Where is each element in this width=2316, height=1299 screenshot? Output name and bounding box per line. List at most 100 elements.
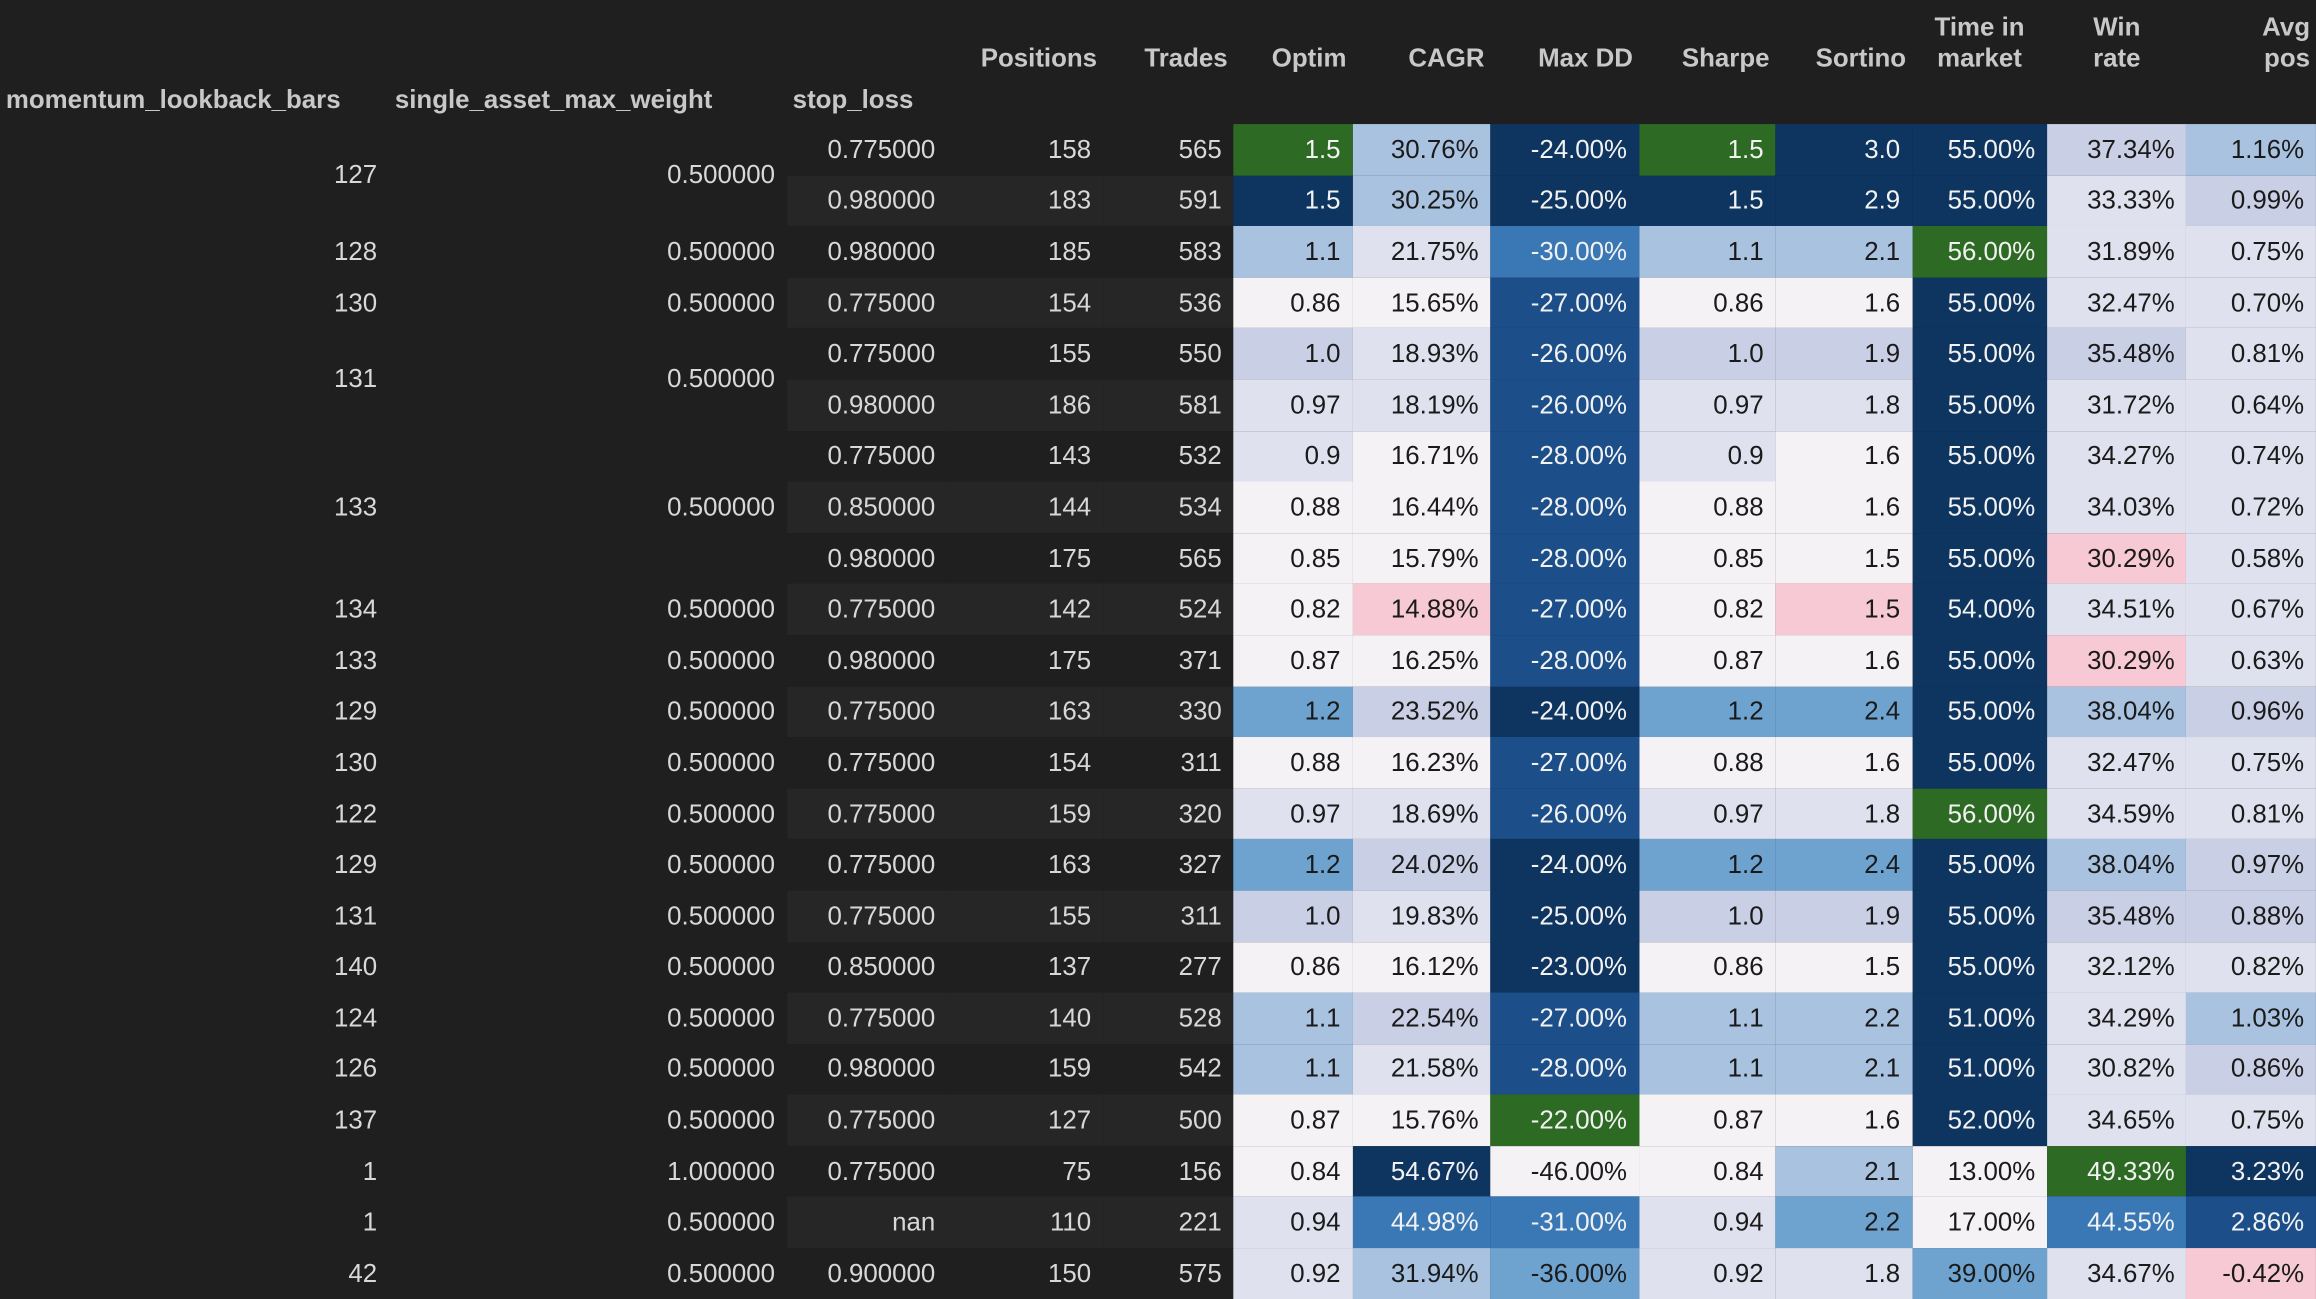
index-single-asset-max-weight: 0.500000	[388, 1043, 787, 1095]
index-stop-loss: 0.850000	[786, 941, 948, 993]
cell-sortino: 3.0	[1775, 124, 1912, 176]
column-header-cagr[interactable]: CAGR	[1408, 42, 1485, 73]
index-header-row: momentum_lookback_bars single_asset_max_…	[0, 74, 2316, 124]
cell-cagr: 16.23%	[1352, 737, 1491, 789]
table-row: 1 0.500000 nan 110 221 0.94 44.98% -31.00% 0.94 2…	[0, 1197, 2316, 1249]
index-momentum-lookback-bars: 126	[0, 1043, 389, 1095]
column-header-trades[interactable]: Trades	[1144, 42, 1228, 73]
index-stop-loss: 0.900000	[786, 1248, 948, 1299]
cell-cagr: 15.76%	[1352, 1094, 1491, 1146]
cell-trades: 583	[1102, 226, 1234, 278]
cell-sortino: 1.6	[1775, 635, 1912, 687]
cell-max-dd: -30.00%	[1490, 226, 1639, 278]
cell-avg-pos: 0.75%	[2186, 226, 2316, 278]
index-header-stop-loss[interactable]: stop_loss	[792, 83, 914, 113]
column-header-sortino[interactable]: Sortino	[1815, 42, 1907, 73]
cell-trades: 528	[1102, 992, 1234, 1044]
cell-sortino: 1.6	[1775, 1094, 1912, 1146]
cell-cagr: 15.65%	[1352, 277, 1491, 329]
table-row: 130 0.500000 0.775000 154 311 0.88 16.23% -27.0…	[0, 737, 2316, 789]
cell-win-rate: 32.12%	[2047, 941, 2187, 993]
table-row: 0.980000 186 581 0.97 18.19% -26.00% 0.97 1.8 55…	[0, 379, 2316, 431]
cell-trades: 575	[1102, 1248, 1234, 1299]
cell-win-rate: 35.48%	[2047, 890, 2187, 942]
index-stop-loss: 0.775000	[786, 328, 948, 380]
cell-positions: 150	[947, 1248, 1103, 1299]
cell-positions: 143	[947, 430, 1103, 482]
cell-trades: 581	[1102, 379, 1234, 431]
table-row: 134 0.500000 0.775000 142 524 0.82 14.88% -27.0…	[0, 583, 2316, 636]
cell-avg-pos: 3.23%	[2186, 1145, 2316, 1198]
cell-optim: 0.87	[1233, 1094, 1353, 1146]
index-stop-loss: 0.980000	[786, 175, 948, 227]
cell-positions: 185	[947, 226, 1103, 278]
table-row: 133 0.500000 0.980000 175 371 0.87 16.25% -28.0…	[0, 635, 2316, 687]
cell-cagr: 16.25%	[1352, 635, 1491, 687]
cell-sharpe: 1.0	[1638, 890, 1776, 942]
cell-cagr: 24.02%	[1352, 839, 1491, 891]
index-momentum-lookback-bars: 133	[0, 635, 389, 687]
index-single-asset-max-weight: 0.500000	[388, 788, 787, 840]
cell-positions: 159	[947, 1043, 1103, 1095]
cell-sharpe: 0.86	[1638, 941, 1776, 993]
cell-avg-pos: 0.64%	[2186, 379, 2316, 431]
column-header-positions[interactable]: Positions	[980, 42, 1098, 73]
index-single-asset-max-weight: 0.500000	[388, 277, 787, 329]
cell-win-rate: 31.72%	[2047, 379, 2187, 431]
cell-sortino: 1.8	[1775, 788, 1912, 840]
cell-positions: 154	[947, 277, 1103, 329]
index-stop-loss: 0.980000	[786, 635, 948, 687]
cell-avg-pos: 0.82%	[2186, 941, 2316, 993]
cell-max-dd: -24.00%	[1490, 686, 1639, 738]
column-header-max-dd[interactable]: Max DD	[1538, 42, 1633, 73]
cell-optim: 1.1	[1233, 226, 1353, 278]
cell-optim: 0.82	[1233, 583, 1353, 636]
column-header-sharpe[interactable]: Sharpe	[1681, 42, 1770, 73]
column-header-optim[interactable]: Optim	[1271, 42, 1347, 73]
cell-sharpe: 1.2	[1638, 686, 1776, 738]
cell-win-rate: 38.04%	[2047, 839, 2187, 891]
index-single-asset-max-weight: 0.500000	[388, 1094, 787, 1146]
cell-avg-pos: 0.96%	[2186, 686, 2316, 738]
cell-max-dd: -22.00%	[1490, 1094, 1639, 1146]
cell-trades: 565	[1102, 532, 1234, 584]
cell-sortino: 1.9	[1775, 328, 1912, 380]
cell-sortino: 1.8	[1775, 1248, 1912, 1299]
cell-sortino: 2.1	[1775, 1145, 1912, 1198]
cell-optim: 0.92	[1233, 1248, 1353, 1299]
cell-trades: 330	[1102, 686, 1234, 738]
cell-cagr: 16.71%	[1352, 430, 1491, 482]
cell-sortino: 2.2	[1775, 992, 1912, 1044]
index-header-single-asset-max-weight[interactable]: single_asset_max_weight	[394, 83, 713, 113]
header-blank	[947, 74, 2316, 124]
index-single-asset-max-weight: 0.500000	[388, 635, 787, 687]
cell-optim: 0.84	[1233, 1145, 1353, 1198]
cell-optim: 1.1	[1233, 1043, 1353, 1095]
column-header-win-rate[interactable]: Win rate	[2093, 11, 2141, 73]
cell-avg-pos: 0.97%	[2186, 839, 2316, 891]
cell-win-rate: 32.47%	[2047, 277, 2187, 329]
cell-sortino: 2.4	[1775, 686, 1912, 738]
cell-optim: 0.85	[1233, 532, 1353, 584]
table-row: 1 1.000000 0.775000 75 156 0.84 54.67% -46.00% 0…	[0, 1145, 2316, 1198]
cell-positions: 127	[947, 1094, 1103, 1146]
index-single-asset-max-weight: 0.500000	[388, 686, 787, 738]
cell-time-in-market: 55.00%	[1911, 686, 2048, 738]
cell-avg-pos: 0.67%	[2186, 583, 2316, 636]
cell-sortino: 1.5	[1775, 583, 1912, 636]
index-header-momentum-lookback-bars[interactable]: momentum_lookback_bars	[5, 83, 341, 113]
cell-sharpe: 1.1	[1638, 992, 1776, 1044]
cell-sharpe: 1.1	[1638, 1043, 1776, 1095]
index-stop-loss: nan	[786, 1197, 948, 1249]
index-single-asset-max-weight: 0.500000	[388, 226, 787, 278]
cell-sharpe: 0.97	[1638, 379, 1776, 431]
table-row: 129 0.500000 0.775000 163 330 1.2 23.52% -24.00…	[0, 686, 2316, 738]
cell-cagr: 23.52%	[1352, 686, 1491, 738]
cell-time-in-market: 55.00%	[1911, 635, 2048, 687]
column-header-time-in-market[interactable]: Time in market	[1934, 11, 2025, 73]
cell-optim: 0.86	[1233, 277, 1353, 329]
cell-optim: 1.1	[1233, 992, 1353, 1044]
cell-time-in-market: 13.00%	[1911, 1145, 2048, 1198]
column-header-avg-pos[interactable]: Avg pos	[2262, 11, 2311, 73]
cell-cagr: 30.76%	[1352, 124, 1491, 176]
